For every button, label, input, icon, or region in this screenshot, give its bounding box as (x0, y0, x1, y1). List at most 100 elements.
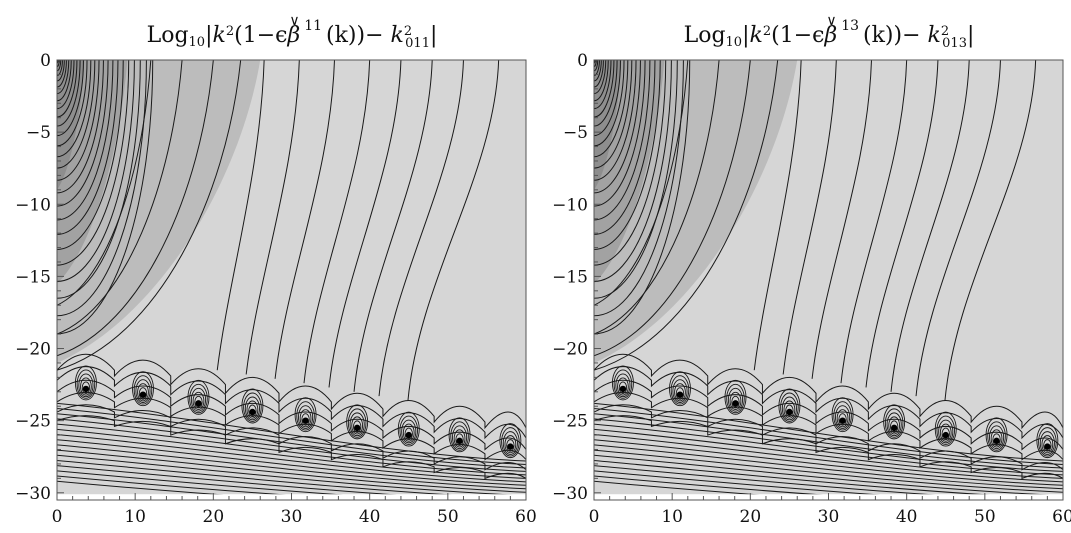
minimum-marker (724, 379, 747, 415)
right-contour-panel: Log10|k2(1−ϵβ 13 (k))− k2 013| ∨ 0 10 20 30 40 5… (552, 13, 1071, 527)
minimum-contour-ring (669, 371, 691, 407)
minimum-contour-ring (346, 404, 369, 440)
origin-contour-arc (594, 60, 667, 266)
minimum-point (1044, 443, 1051, 450)
minimum-contour-ring (194, 395, 203, 409)
origin-contour-arc (57, 60, 81, 127)
vertical-contour-line (328, 60, 402, 388)
minimum-point (82, 385, 90, 393)
left-title-bar: | (205, 23, 212, 48)
minimum-contour-ring (246, 400, 259, 419)
minimum-contour-ring (617, 377, 629, 396)
y-tick-label: −20 (552, 340, 588, 360)
minimum-marker (778, 388, 801, 424)
x-tick-label: 50 (437, 507, 459, 527)
minimum-point (942, 431, 949, 439)
minimum-point (839, 417, 846, 424)
minimum-contour-ring (506, 439, 515, 452)
x-tick-label: 10 (124, 507, 146, 527)
minimum-contour-ring (836, 409, 849, 428)
right-axes: 0 10 20 30 40 50 60 0 −5 −10 −15 −20 −25 −30 (552, 51, 1071, 527)
minimum-contour-ring (299, 409, 312, 428)
x-tick-label: 60 (515, 507, 537, 527)
vertical-contour-line (245, 60, 300, 375)
x-tick-label: 40 (896, 507, 918, 527)
vertical-contour-line (353, 60, 433, 392)
minimum-contour-ring (133, 375, 153, 405)
minimum-contour-ring (992, 433, 1001, 446)
origin-contour-arc (594, 60, 621, 137)
y-tick-label: −25 (552, 412, 588, 432)
right-title-log-base: 10 (726, 35, 743, 50)
x-tick-label: 30 (281, 507, 303, 527)
horizontal-contour-line (57, 434, 526, 483)
origin-contour-arc (594, 60, 600, 77)
origin-contour-arc (57, 60, 72, 102)
minimum-contour-ring (192, 391, 205, 410)
minimum-contour-ring (135, 379, 151, 403)
minimum-contour-ring (189, 383, 208, 414)
minimum-point (732, 400, 739, 407)
minimum-contour-ring (989, 425, 1005, 450)
origin-contour-arc (594, 60, 615, 118)
horizontal-contour-line (594, 454, 1063, 497)
horizontal-contour-line (57, 402, 526, 462)
origin-contour-arc (594, 60, 646, 207)
minimum-contour-ring (404, 427, 413, 441)
horizontal-contour-line (594, 470, 961, 500)
vertical-contour-line (840, 60, 908, 384)
minimum-contour-ring (137, 383, 149, 402)
minimum-marker (611, 365, 634, 401)
origin-contour-arc (57, 60, 65, 82)
minimum-contour-ring (831, 397, 854, 433)
left-contour-panel: Log10|k2(1−ϵβ 11 (k))− k2 011| ∨ 0 10 20 30 40 5… (15, 13, 537, 527)
left-title-log-base: 10 (189, 35, 206, 50)
scalloped-contour (594, 353, 1063, 430)
minimum-contour-ring (1036, 423, 1059, 459)
right-title-k2: k (928, 23, 941, 48)
origin-contour-arc (594, 60, 672, 282)
minimum-point (249, 408, 256, 416)
x-tick-label: 0 (52, 507, 63, 527)
minimum-point (786, 408, 793, 416)
vertical-contour-line (782, 60, 837, 375)
origin-contour-arc (594, 60, 625, 147)
minimum-contour-ring (729, 391, 742, 410)
vertical-contour-line (944, 60, 1037, 401)
minimum-contour-ring (351, 416, 364, 435)
minimum-contour-ring (884, 408, 904, 438)
minimum-contour-ring (298, 405, 314, 429)
minimum-point (139, 391, 147, 398)
minimum-contour-ring (936, 415, 956, 445)
origin-contour-arc (594, 60, 612, 110)
minimum-contour-ring (1039, 431, 1055, 455)
horizontal-contour-line (594, 413, 1063, 469)
horizontal-contour-line (57, 454, 526, 497)
origin-contour-arc (594, 60, 607, 95)
minimum-contour-ring (248, 404, 257, 418)
origin-contour-arc (594, 60, 604, 88)
origin-contour-arc (594, 60, 633, 169)
origin-contour-arc (57, 60, 88, 147)
vertical-contour-line (753, 60, 802, 371)
horizontal-contour-line (57, 408, 526, 466)
origin-contour-arc (594, 60, 629, 158)
origin-contour-arc (594, 60, 651, 221)
minimum-contour-ring (455, 433, 464, 446)
right-title-beta: β (823, 23, 837, 48)
y-tick-label: −10 (15, 195, 51, 215)
x-tick-label: 40 (359, 507, 381, 527)
vertical-contour-line (274, 60, 335, 379)
vertical-contour-line (303, 60, 371, 384)
minimum-contour-ring (241, 388, 264, 424)
minimum-point (993, 437, 1000, 445)
minimum-contour-ring (244, 396, 260, 421)
minimum-contour-ring (402, 423, 415, 442)
minimum-contour-ring (888, 416, 901, 435)
left-axes: 0 10 20 30 40 50 60 0 −5 −10 −15 −20 −25 −30 (15, 51, 537, 527)
right-title-k2-sub: 013 (942, 36, 967, 51)
upper-contour-arc (57, 60, 152, 306)
origin-contour-arc (57, 60, 114, 221)
minimum-marker (499, 423, 522, 459)
